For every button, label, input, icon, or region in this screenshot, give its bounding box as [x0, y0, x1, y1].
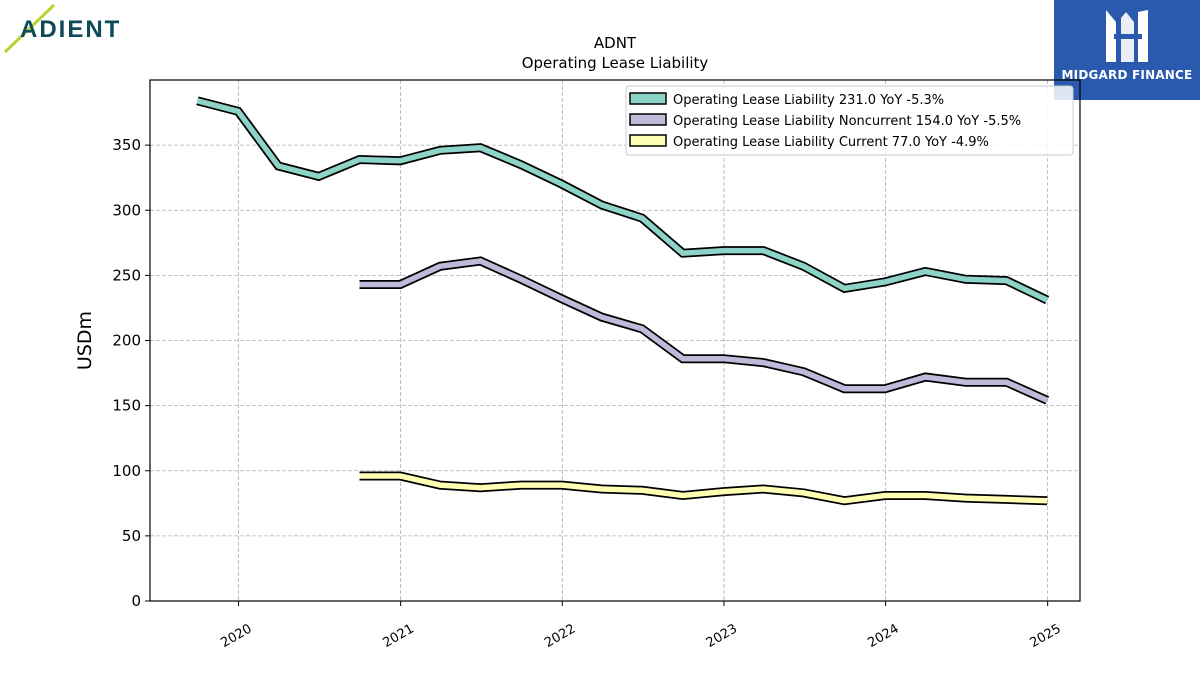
- x-tick-label: 2024: [865, 621, 901, 651]
- adient-logo-text: ADIENT: [20, 16, 122, 43]
- y-tick-label: 50: [122, 527, 141, 545]
- legend-label: Operating Lease Liability Current 77.0 Y…: [673, 135, 989, 150]
- legend-swatch: [629, 92, 667, 105]
- chart-subtitle: Operating Lease Liability: [522, 54, 709, 72]
- y-tick-label: 0: [131, 592, 141, 610]
- y-tick-label: 200: [112, 332, 141, 350]
- brand-name: MIDGARD FINANCE: [1061, 68, 1193, 82]
- chart-title: ADNT: [594, 34, 637, 52]
- y-tick-label: 300: [112, 201, 141, 219]
- series-line-0: [196, 98, 1049, 303]
- y-tick-label: 250: [112, 266, 141, 284]
- y-tick-label: 100: [112, 462, 141, 480]
- legend-swatch: [629, 113, 667, 126]
- x-tick-label: 2020: [218, 621, 254, 651]
- x-tick-label: 2023: [704, 621, 740, 651]
- adient-slash-logo-icon: [3, 3, 56, 54]
- legend-label: Operating Lease Liability 231.0 YoY -5.3…: [673, 93, 944, 108]
- y-tick-label: 350: [112, 136, 141, 154]
- x-tick-label: 2021: [380, 621, 416, 651]
- legend-box: [625, 85, 1074, 156]
- series-line-1: [359, 258, 1049, 403]
- legend-label: Operating Lease Liability Noncurrent 154…: [673, 114, 1021, 129]
- x-tick-label: 2022: [542, 621, 578, 651]
- adient-logo: ADIENT: [0, 0, 140, 60]
- plot-frame: [149, 79, 1081, 602]
- y-tick-label: 150: [112, 397, 141, 415]
- midgard-finance-logo: MIDGARD FINANCE: [1054, 0, 1200, 100]
- legend-swatch: [629, 134, 667, 147]
- series-line-2: [359, 473, 1048, 504]
- y-axis-label: USDm: [74, 311, 96, 370]
- midgard-finance-logo-icon: [1106, 10, 1148, 62]
- x-tick-label: 2025: [1028, 621, 1064, 651]
